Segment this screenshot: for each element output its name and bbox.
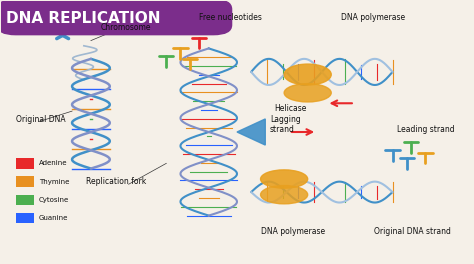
Ellipse shape (261, 186, 308, 204)
Text: Guanine: Guanine (39, 215, 68, 221)
Text: Leading strand: Leading strand (397, 125, 455, 134)
Text: Helicase: Helicase (275, 104, 307, 113)
Text: Free nucleotides: Free nucleotides (199, 13, 262, 22)
FancyBboxPatch shape (0, 0, 232, 35)
Text: Lagging
strand: Lagging strand (270, 115, 301, 134)
Ellipse shape (284, 84, 331, 102)
Text: Thymine: Thymine (39, 179, 70, 185)
Text: DNA polymerase: DNA polymerase (261, 227, 325, 236)
Text: Chromosome: Chromosome (100, 23, 151, 32)
Text: DNA polymerase: DNA polymerase (341, 13, 405, 22)
Text: Cytosine: Cytosine (39, 197, 69, 203)
Ellipse shape (261, 170, 308, 188)
FancyBboxPatch shape (16, 176, 35, 187)
FancyBboxPatch shape (16, 195, 35, 205)
Text: Replication fork: Replication fork (86, 177, 146, 186)
FancyBboxPatch shape (16, 158, 35, 169)
Text: DNA REPLICATION: DNA REPLICATION (6, 11, 161, 26)
Text: Original DNA: Original DNA (16, 115, 65, 124)
Ellipse shape (284, 64, 331, 85)
Polygon shape (237, 119, 265, 145)
FancyBboxPatch shape (16, 213, 35, 223)
Text: Adenine: Adenine (39, 160, 68, 166)
Text: Original DNA strand: Original DNA strand (374, 227, 450, 236)
